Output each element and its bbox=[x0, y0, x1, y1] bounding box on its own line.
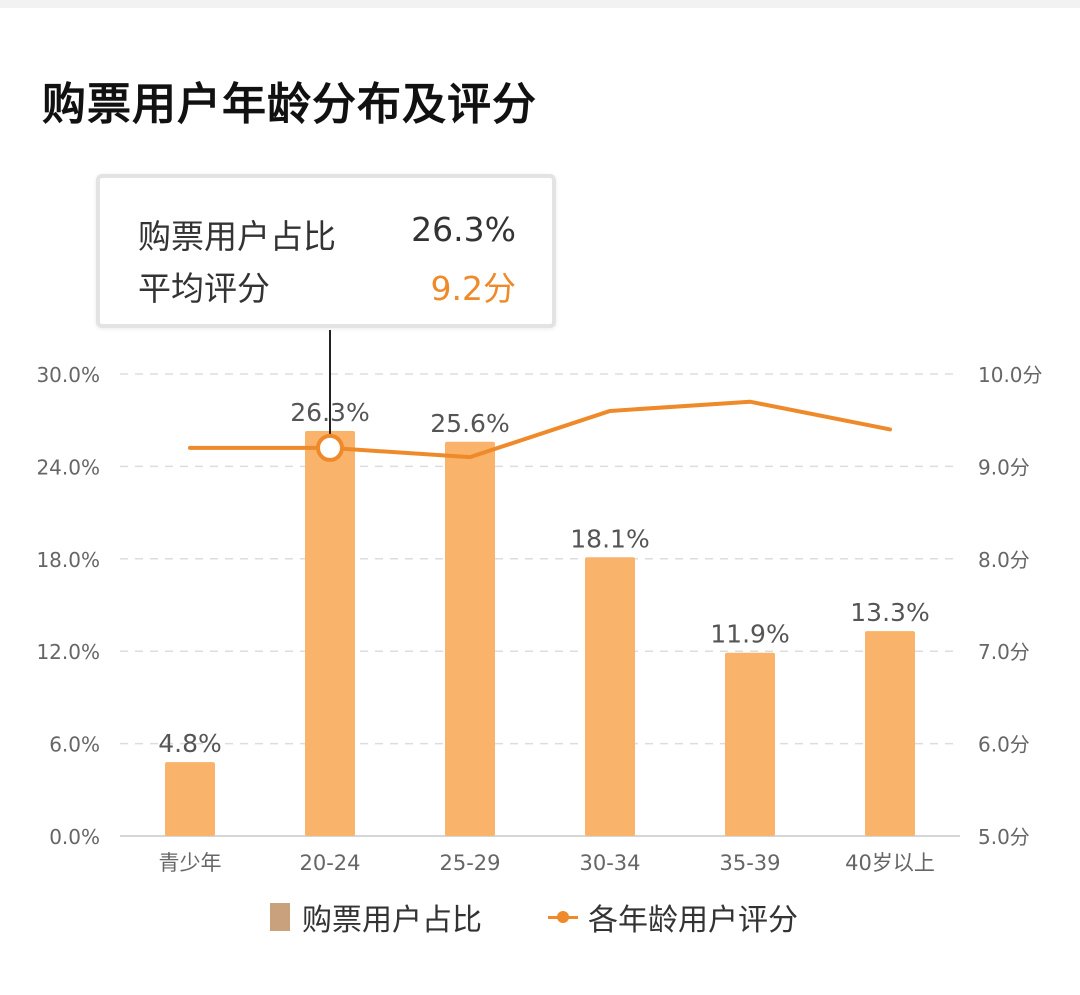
left-tick-label: 24.0% bbox=[36, 455, 100, 479]
bar-value-label: 11.9% bbox=[710, 620, 789, 649]
top-bar bbox=[0, 0, 1080, 8]
bar bbox=[165, 762, 215, 836]
highlight-marker bbox=[316, 330, 344, 462]
legend-line-swatch bbox=[548, 903, 578, 931]
x-tick-label: 30-34 bbox=[579, 851, 640, 875]
bar bbox=[725, 652, 775, 836]
left-tick-label: 0.0% bbox=[49, 825, 100, 849]
legend: 购票用户占比 各年龄用户评分 bbox=[0, 895, 1080, 938]
right-tick-label: 7.0分 bbox=[978, 640, 1030, 664]
left-axis: 0.0% 6.0% 12.0% 18.0% 24.0% 30.0% bbox=[36, 363, 100, 849]
tooltip-share-label: 购票用户占比 bbox=[138, 217, 336, 256]
bar bbox=[305, 430, 355, 836]
right-tick-label: 8.0分 bbox=[978, 548, 1030, 572]
x-tick-label: 25-29 bbox=[439, 851, 500, 875]
rating-line bbox=[188, 399, 892, 460]
x-axis: 青少年 20-24 25-29 30-34 35-39 40岁以上 bbox=[159, 851, 935, 875]
bar-series bbox=[165, 430, 915, 836]
legend-bar-swatch bbox=[270, 903, 290, 931]
x-tick-label: 35-39 bbox=[719, 851, 780, 875]
left-tick-label: 12.0% bbox=[36, 640, 100, 664]
bar-value-label: 4.8% bbox=[158, 729, 222, 758]
right-tick-label: 6.0分 bbox=[978, 733, 1030, 757]
tooltip-rating-label: 平均评分 bbox=[138, 269, 270, 308]
bar-value-label: 13.3% bbox=[850, 598, 929, 627]
chart-title: 购票用户年龄分布及评分 bbox=[42, 79, 537, 130]
right-tick-label: 9.0分 bbox=[978, 455, 1030, 479]
right-tick-label: 5.0分 bbox=[978, 825, 1030, 849]
legend-item-line[interactable]: 各年龄用户评分 bbox=[548, 895, 798, 939]
x-tick-label: 40岁以上 bbox=[845, 851, 935, 875]
bar bbox=[445, 441, 495, 836]
bar-labels: 4.8%26.3% 25.6%18.1%11.9%13.3% bbox=[158, 398, 929, 758]
right-axis: 5.0分 6.0分 7.0分 8.0分 9.0分 10.0分 bbox=[978, 363, 1043, 849]
bar-value-label: 25.6% bbox=[430, 409, 509, 438]
line-series bbox=[188, 399, 892, 460]
legend-bar-label: 购票用户占比 bbox=[302, 903, 482, 938]
tooltip-rating-value: 9.2分 bbox=[430, 269, 516, 308]
tooltip-row-rating: 平均评分 9.2分 bbox=[138, 262, 516, 310]
left-tick-label: 18.0% bbox=[36, 548, 100, 572]
gridlines bbox=[120, 373, 960, 837]
left-tick-label: 30.0% bbox=[36, 363, 100, 387]
legend-line-label: 各年龄用户评分 bbox=[588, 903, 798, 938]
x-tick-label: 青少年 bbox=[159, 851, 222, 875]
tooltip: 购票用户占比 26.3% 平均评分 9.2分 bbox=[96, 174, 556, 328]
bar-value-label: 18.1% bbox=[570, 524, 649, 553]
x-tick-label: 20-24 bbox=[299, 851, 360, 875]
bar bbox=[585, 557, 635, 836]
tooltip-row-share: 购票用户占比 26.3% bbox=[138, 210, 516, 258]
right-tick-label: 10.0分 bbox=[978, 363, 1043, 387]
bar bbox=[865, 631, 915, 836]
highlight-point bbox=[316, 433, 344, 462]
legend-item-bar[interactable]: 购票用户占比 bbox=[270, 895, 482, 939]
left-tick-label: 6.0% bbox=[49, 733, 100, 757]
tooltip-share-value: 26.3% bbox=[411, 210, 516, 249]
